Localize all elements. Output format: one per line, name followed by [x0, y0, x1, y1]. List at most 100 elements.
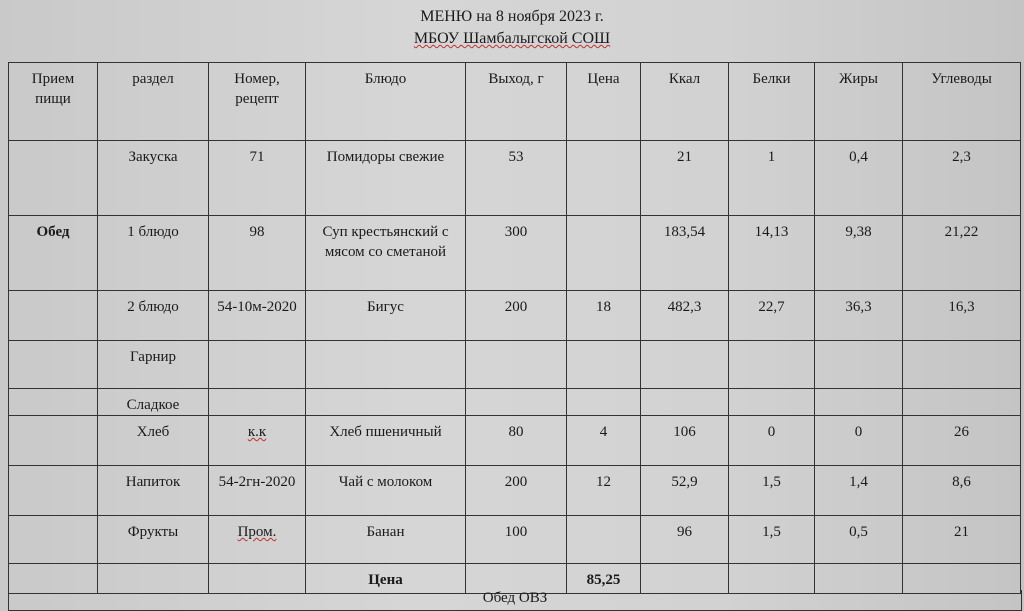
recipe-cell: 98 [208, 215, 306, 291]
table-row: Сладкое [8, 388, 1021, 416]
kcal-cell: 106 [640, 415, 729, 466]
recipe-cell: 54-10м-2020 [208, 290, 306, 341]
table-row: Хлеб к.к Хлеб пшеничный 80 4 106 0 0 26 [8, 415, 1021, 466]
fat-cell: 36,3 [814, 290, 903, 341]
price-cell: 18 [566, 290, 641, 341]
header-cell: Номер, рецепт [208, 62, 306, 141]
kcal-cell: 21 [640, 140, 729, 216]
recipe-cell [208, 340, 306, 389]
fat-cell: 0,5 [814, 515, 903, 564]
meal-cell: Обед [8, 215, 98, 291]
carbs-cell: 21 [902, 515, 1021, 564]
weight-cell [465, 340, 567, 389]
fat-cell [814, 340, 903, 389]
dish-cell: Бигус [305, 290, 466, 341]
kcal-cell: 52,9 [640, 465, 729, 516]
recipe-cell [208, 388, 306, 416]
dish-cell: Суп крестьянский с мясом со сметаной [305, 215, 466, 291]
fat-cell: 9,38 [814, 215, 903, 291]
footer-row: Обед ОВЗ [8, 590, 1022, 611]
header-cell: раздел [97, 62, 209, 141]
section-cell: Хлеб [97, 415, 209, 466]
section-cell: 2 блюдо [97, 290, 209, 341]
section-cell: Фрукты [97, 515, 209, 564]
school-name: МБОУ Шамбалыгской СОШ [413, 30, 611, 47]
header-cell: Прием пищи [8, 62, 98, 141]
recipe-cell: Пром. [208, 515, 306, 564]
protein-cell: 1 [728, 140, 815, 216]
protein-cell: 14,13 [728, 215, 815, 291]
meal-cell [8, 290, 98, 341]
header-cell: Цена [566, 62, 641, 141]
table-row: Обед 1 блюдо 98 Суп крестьянский с мясом со… [8, 215, 1021, 291]
recipe-text: Пром. [237, 524, 277, 540]
meal-cell [8, 515, 98, 564]
recipe-cell: 71 [208, 140, 306, 216]
fat-cell: 0,4 [814, 140, 903, 216]
meal-cell [8, 465, 98, 516]
carbs-cell [902, 340, 1021, 389]
kcal-cell: 96 [640, 515, 729, 564]
fat-cell: 0 [814, 415, 903, 466]
kcal-cell: 183,54 [640, 215, 729, 291]
menu-title: МЕНЮ на 8 ноября 2023 г. [420, 8, 604, 25]
table-row: 2 блюдо 54-10м-2020 Бигус 200 18 482,3 22,7 36,… [8, 290, 1021, 341]
header-cell: Жиры [814, 62, 903, 141]
weight-cell: 100 [465, 515, 567, 564]
section-cell: Гарнир [97, 340, 209, 389]
kcal-cell: 482,3 [640, 290, 729, 341]
header-row: Прием пищи раздел Номер, рецепт Блюдо Вы… [8, 62, 1021, 141]
recipe-cell: 54-2гн-2020 [208, 465, 306, 516]
protein-cell [728, 340, 815, 389]
dish-cell: Чай с молоком [305, 465, 466, 516]
meal-cell [8, 415, 98, 466]
header-cell: Блюдо [305, 62, 466, 141]
total-value: 85,25 [566, 563, 641, 594]
header-cell: Ккал [640, 62, 729, 141]
fat-cell [814, 388, 903, 416]
price-cell: 4 [566, 415, 641, 466]
section-cell: Закуска [97, 140, 209, 216]
recipe-text: к.к [247, 424, 267, 440]
weight-cell: 200 [465, 465, 567, 516]
price-cell: 12 [566, 465, 641, 516]
header-cell: Белки [728, 62, 815, 141]
table-row: Гарнир [8, 340, 1021, 389]
protein-cell [728, 388, 815, 416]
kcal-cell [640, 340, 729, 389]
kcal-cell [640, 388, 729, 416]
dish-cell: Хлеб пшеничный [305, 415, 466, 466]
price-cell [566, 140, 641, 216]
recipe-cell: к.к [208, 415, 306, 466]
weight-cell: 200 [465, 290, 567, 341]
dish-cell [305, 388, 466, 416]
meal-cell [8, 388, 98, 416]
price-cell [566, 515, 641, 564]
weight-cell [465, 388, 567, 416]
total-label: Цена [305, 563, 466, 594]
carbs-cell: 16,3 [902, 290, 1021, 341]
carbs-cell [902, 388, 1021, 416]
fat-cell: 1,4 [814, 465, 903, 516]
total-row: Цена 85,25 [8, 563, 1021, 594]
carbs-cell: 26 [902, 415, 1021, 466]
price-cell [566, 340, 641, 389]
header-cell: Углеводы [902, 62, 1021, 141]
header-cell: Выход, г [465, 62, 567, 141]
carbs-cell: 21,22 [902, 215, 1021, 291]
carbs-cell: 8,6 [902, 465, 1021, 516]
meal-cell [8, 140, 98, 216]
table-row: Напиток 54-2гн-2020 Чай с молоком 200 12 52,9… [8, 465, 1021, 516]
table-row: Закуска 71 Помидоры свежие 53 21 1 0,4 2,3 [8, 140, 1021, 216]
section-cell: 1 блюдо [97, 215, 209, 291]
table-row: Фрукты Пром. Банан 100 96 1,5 0,5 21 [8, 515, 1021, 564]
carbs-cell: 2,3 [902, 140, 1021, 216]
dish-cell: Банан [305, 515, 466, 564]
weight-cell: 53 [465, 140, 567, 216]
dish-cell [305, 340, 466, 389]
dish-cell: Помидоры свежие [305, 140, 466, 216]
protein-cell: 22,7 [728, 290, 815, 341]
section-cell: Напиток [97, 465, 209, 516]
section-cell: Сладкое [97, 388, 209, 416]
protein-cell: 1,5 [728, 465, 815, 516]
